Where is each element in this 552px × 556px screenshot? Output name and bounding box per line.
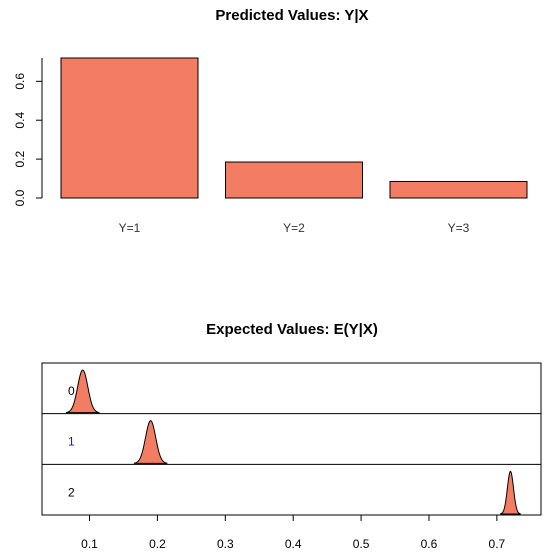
- x-tick-label: 0.6: [421, 537, 438, 551]
- bar-chart-y-ticks: 0.0 0.2 0.4 0.6: [13, 73, 42, 206]
- bar: [60, 57, 199, 199]
- y-tick-label: 0.4: [13, 112, 27, 129]
- x-tick-label: 0.3: [217, 537, 234, 551]
- category-label: Y=1: [119, 221, 141, 235]
- x-tick-label: 0.2: [149, 537, 166, 551]
- category-label: Y=2: [283, 221, 305, 235]
- bar-chart-categories: Y=1 Y=2 Y=3: [119, 221, 470, 235]
- y-tick-label: 0.2: [13, 150, 27, 167]
- category-label: Y=3: [448, 221, 470, 235]
- bar: [225, 161, 363, 199]
- row-label: 0: [68, 384, 75, 398]
- density-curve: [133, 420, 168, 464]
- x-tick-label: 0.5: [353, 537, 370, 551]
- bar-chart-title: Predicted Values: Y|X: [215, 7, 368, 24]
- ev-chart-rows: 0 1 2: [42, 369, 541, 515]
- density-curve: [65, 369, 100, 414]
- ev-chart-plot-box: [41, 362, 542, 516]
- expected-values-density-chart: Expected Values: E(Y|X) 0 1 2 0.1 0.2 0.3 0.4…: [41, 321, 542, 551]
- x-tick-label: 0.7: [489, 537, 506, 551]
- row-label: 1: [68, 435, 75, 449]
- y-tick-label: 0.0: [13, 189, 27, 206]
- ev-chart-x-ticks: 0.1 0.2 0.3 0.4 0.5 0.6 0.7: [81, 515, 506, 551]
- density-curve: [500, 470, 521, 515]
- ev-chart-title: Expected Values: E(Y|X): [206, 321, 378, 338]
- x-tick-label: 0.4: [285, 537, 302, 551]
- x-tick-label: 0.1: [81, 537, 98, 551]
- row-label: 2: [68, 485, 75, 499]
- predicted-values-bar-chart: Predicted Values: Y|X 0.00.20.40.6 Y=1 Y=…: [13, 7, 528, 235]
- bar: [389, 180, 528, 199]
- y-tick-label: 0.6: [13, 73, 27, 90]
- bar-chart-bars: [60, 57, 528, 199]
